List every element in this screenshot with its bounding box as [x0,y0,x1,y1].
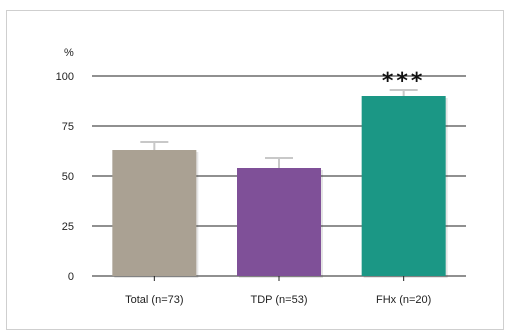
x-category-label: TDP (n=53) [251,294,308,306]
x-category-label: FHx (n=20) [376,294,431,306]
y-tick-label: 50 [62,171,74,183]
y-axis: % 0 25 50 75 100 [56,47,74,283]
error-bars [140,89,418,168]
bars [112,96,448,278]
y-tick-label: 75 [62,121,74,133]
x-axis: Total (n=73) TDP (n=53) FHx (n=20) [125,276,431,306]
significance-annotations: *** [382,69,426,94]
bar [361,96,446,276]
significance-label: *** [382,69,426,94]
x-category-label: Total (n=73) [125,294,183,306]
y-tick-label: 0 [68,271,74,283]
y-tick-label: 100 [56,71,74,83]
y-axis-unit-label: % [64,47,74,59]
bar [112,150,197,276]
bar [237,168,321,276]
y-tick-label: 25 [62,221,74,233]
